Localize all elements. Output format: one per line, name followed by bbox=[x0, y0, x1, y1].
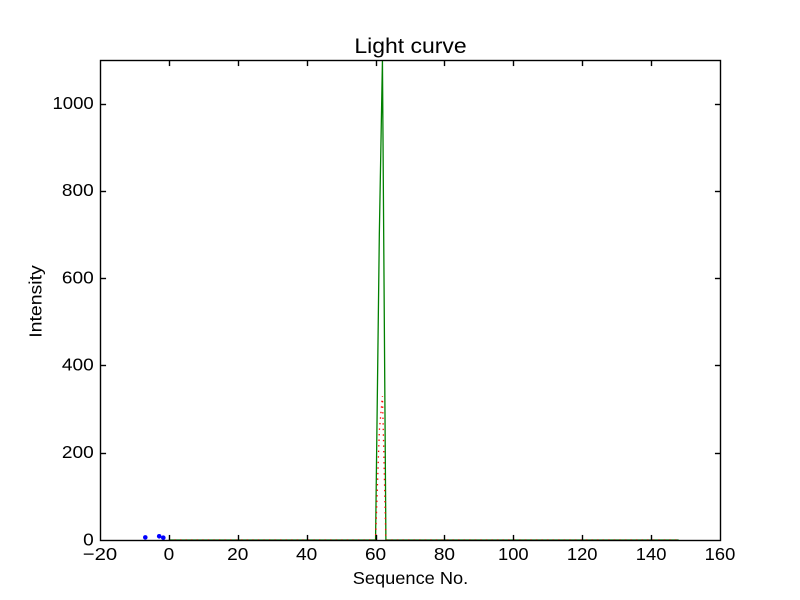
svg-text:Intensity: Intensity bbox=[26, 265, 46, 338]
svg-text:−20: −20 bbox=[83, 544, 118, 564]
svg-text:Light curve: Light curve bbox=[354, 35, 466, 58]
svg-text:400: 400 bbox=[62, 355, 94, 375]
svg-text:40: 40 bbox=[296, 544, 317, 564]
svg-text:160: 160 bbox=[705, 544, 736, 564]
svg-text:80: 80 bbox=[434, 544, 455, 564]
svg-text:0: 0 bbox=[83, 529, 94, 549]
svg-text:0: 0 bbox=[164, 544, 175, 564]
svg-text:60: 60 bbox=[365, 544, 386, 564]
svg-text:1000: 1000 bbox=[53, 93, 94, 113]
svg-text:140: 140 bbox=[636, 544, 667, 564]
svg-text:600: 600 bbox=[62, 267, 94, 287]
svg-text:Sequence No.: Sequence No. bbox=[353, 568, 468, 588]
svg-text:200: 200 bbox=[62, 442, 94, 462]
svg-text:800: 800 bbox=[62, 180, 94, 200]
svg-text:120: 120 bbox=[567, 544, 598, 564]
svg-text:20: 20 bbox=[227, 544, 248, 564]
svg-text:100: 100 bbox=[498, 544, 529, 564]
